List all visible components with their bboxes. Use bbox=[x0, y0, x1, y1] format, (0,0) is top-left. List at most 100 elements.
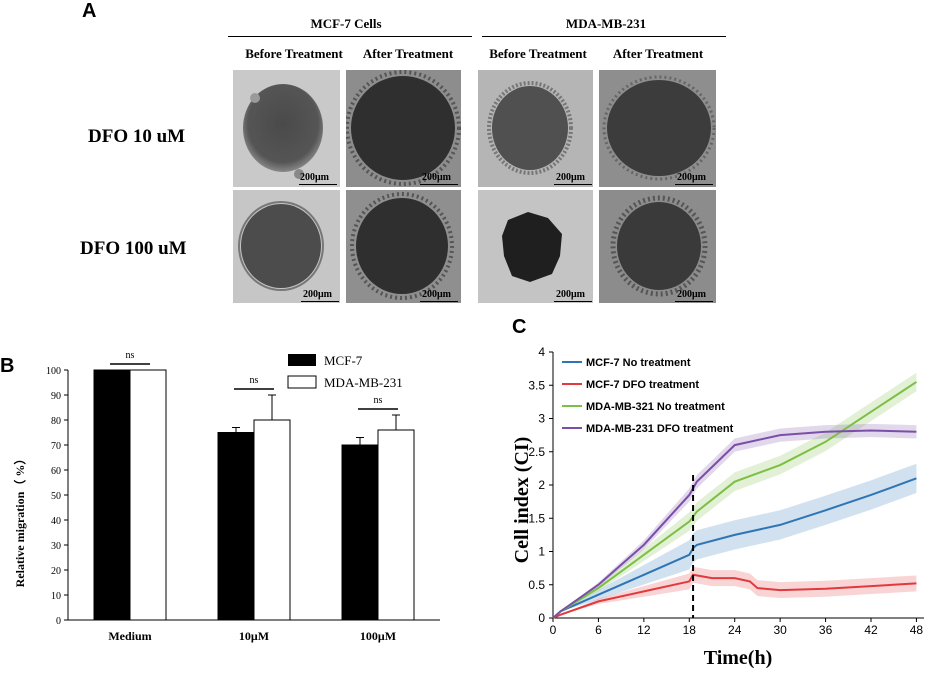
scale-bar bbox=[420, 301, 458, 302]
bar-10m-s1 bbox=[253, 419, 291, 621]
y-tick-label: 1.5 bbox=[528, 511, 545, 525]
y-tick-label: 20 bbox=[51, 566, 61, 577]
y-tick-label: 0.5 bbox=[528, 578, 545, 592]
bar-10m-s0 bbox=[217, 432, 255, 621]
column-title-mda-after: After Treatment bbox=[612, 46, 704, 61]
column-title-mcf7-before: Before Treatment bbox=[245, 46, 343, 61]
x-tick-label: 36 bbox=[819, 623, 833, 637]
x-tick-label: 18 bbox=[683, 623, 697, 637]
group-underline-mda bbox=[482, 36, 726, 37]
y-tick-label: 70 bbox=[51, 441, 61, 452]
spheroid-image bbox=[238, 201, 324, 291]
x-tick-label: 30 bbox=[773, 623, 787, 637]
spheroid-image bbox=[350, 192, 454, 300]
group-title-mcf7: MCF-7 Cells bbox=[310, 16, 382, 31]
micrograph-mcf7-before-100: 200μm bbox=[233, 190, 340, 303]
y-tick-label: 50 bbox=[51, 491, 61, 502]
bar-chart-migration: 0 10 20 30 40 50 60 70 80 90 100 Medium 10μM 100μM ns… bbox=[12, 350, 440, 643]
y-tick-label: 60 bbox=[51, 466, 61, 477]
significance-label: ns bbox=[126, 350, 135, 361]
x-tick-label: 100μM bbox=[360, 629, 396, 643]
x-tick-label: Medium bbox=[108, 629, 151, 643]
x-tick-label: 10μM bbox=[239, 629, 269, 643]
x-tick-label: 0 bbox=[550, 623, 557, 637]
micrograph-mcf7-after-100: 200μm bbox=[346, 190, 461, 303]
scale-bar bbox=[554, 301, 592, 302]
legend-label-1: MCF-7 DFO treatment bbox=[586, 379, 699, 391]
row-label-dfo-100: DFO 100 uM bbox=[80, 238, 187, 259]
panel-c-letter: C bbox=[512, 316, 527, 338]
panel-b-letter: B bbox=[0, 355, 15, 377]
x-tick-label: 48 bbox=[910, 623, 924, 637]
micrograph-mcf7-after-10: 200μm bbox=[346, 70, 461, 187]
scale-bar bbox=[301, 301, 339, 302]
legend-label-mda: MDA-MB-231 bbox=[324, 375, 403, 390]
spheroid-image bbox=[502, 212, 562, 282]
group-underline-mcf7 bbox=[228, 36, 472, 37]
scale-bar bbox=[675, 301, 713, 302]
column-title-mda-before: Before Treatment bbox=[489, 46, 587, 61]
band-series-0 bbox=[553, 463, 917, 618]
y-tick-label: 0 bbox=[538, 611, 545, 625]
scale-bar-label: 200μm bbox=[556, 289, 585, 300]
significance-label: ns bbox=[374, 395, 383, 406]
band-series-1 bbox=[553, 566, 917, 618]
scale-bar bbox=[299, 184, 337, 185]
legend-swatch-mcf7 bbox=[288, 354, 316, 366]
scale-bar-label: 200μm bbox=[677, 172, 706, 183]
scale-bar-label: 200μm bbox=[677, 289, 706, 300]
bar-chart-legend: MCF-7 MDA-MB-231 bbox=[287, 353, 403, 390]
scale-bar-label: 200μm bbox=[422, 289, 451, 300]
line-chart-axes: 0 0.5 1 1.5 2 2.5 3 3.5 4 0 6 12 18 24 30 36 42 48 bbox=[528, 345, 924, 637]
line-series-0 bbox=[552, 477, 917, 619]
y-tick-label: 2.5 bbox=[528, 445, 545, 459]
line-chart-ylabel: Cell index (CI) bbox=[511, 437, 533, 564]
y-tick-label: 90 bbox=[51, 391, 61, 402]
micrograph-mda-after-10: 200μm bbox=[599, 70, 716, 187]
y-tick-label: 100 bbox=[46, 366, 61, 377]
group-title-mda: MDA-MB-231 bbox=[565, 16, 647, 31]
spheroid-image bbox=[602, 75, 716, 181]
legend-label-3: MDA-MB-231 DFO treatment bbox=[586, 423, 734, 435]
y-tick-label: 40 bbox=[51, 516, 61, 527]
micrograph-mda-after-100: 200μm bbox=[599, 190, 716, 303]
x-tick-label: 6 bbox=[595, 623, 602, 637]
scale-bar-label: 200μm bbox=[422, 172, 451, 183]
scale-bar-label: 200μm bbox=[556, 172, 585, 183]
legend-label-0: MCF-7 No treatment bbox=[586, 357, 691, 369]
line-chart-bands bbox=[553, 372, 917, 618]
spheroid-image bbox=[243, 84, 323, 179]
bar-100m-s0 bbox=[341, 444, 379, 621]
micrograph-mcf7-before-10: 200μm bbox=[233, 70, 340, 187]
y-tick-label: 10 bbox=[51, 591, 61, 602]
bar-medium-s0 bbox=[93, 369, 131, 621]
line-series-3 bbox=[552, 429, 917, 619]
line-chart-series bbox=[552, 381, 917, 619]
line-chart-legend: MCF-7 No treatment MCF-7 DFO treatment MDA… bbox=[562, 357, 734, 435]
y-tick-label: 0 bbox=[56, 616, 61, 627]
bar-100m-s1 bbox=[377, 429, 415, 621]
x-tick-label: 12 bbox=[637, 623, 651, 637]
y-tick-label: 80 bbox=[51, 416, 61, 427]
micrograph-mda-before-10: 200μm bbox=[478, 70, 593, 187]
scale-bar bbox=[420, 184, 458, 185]
spheroid-image bbox=[610, 195, 708, 297]
legend-swatch-mda bbox=[287, 375, 317, 389]
y-tick-label: 30 bbox=[51, 541, 61, 552]
scale-bar-label: 200μm bbox=[300, 172, 329, 183]
scale-bar bbox=[675, 184, 713, 185]
line-chart-cell-index: 0 0.5 1 1.5 2 2.5 3 3.5 4 0 6 12 18 24 30 36 42 48 MCF-7 … bbox=[511, 345, 924, 669]
panel-a-letter: A bbox=[82, 0, 97, 22]
row-label-dfo-10: DFO 10 uM bbox=[88, 126, 186, 147]
scale-bar bbox=[554, 184, 592, 185]
y-tick-label: 3 bbox=[538, 412, 545, 426]
scale-bar-label: 200μm bbox=[303, 289, 332, 300]
line-chart-xlabel: Time(h) bbox=[704, 647, 773, 669]
micrograph-mda-before-100: 200μm bbox=[478, 190, 593, 303]
y-tick-label: 3.5 bbox=[528, 378, 545, 392]
bar-medium-s1 bbox=[129, 369, 167, 621]
spheroid-image bbox=[346, 70, 461, 186]
legend-label-2: MDA-MB-321 No treatment bbox=[586, 401, 725, 413]
spheroid-image bbox=[487, 81, 573, 175]
y-tick-label: 4 bbox=[538, 345, 545, 359]
